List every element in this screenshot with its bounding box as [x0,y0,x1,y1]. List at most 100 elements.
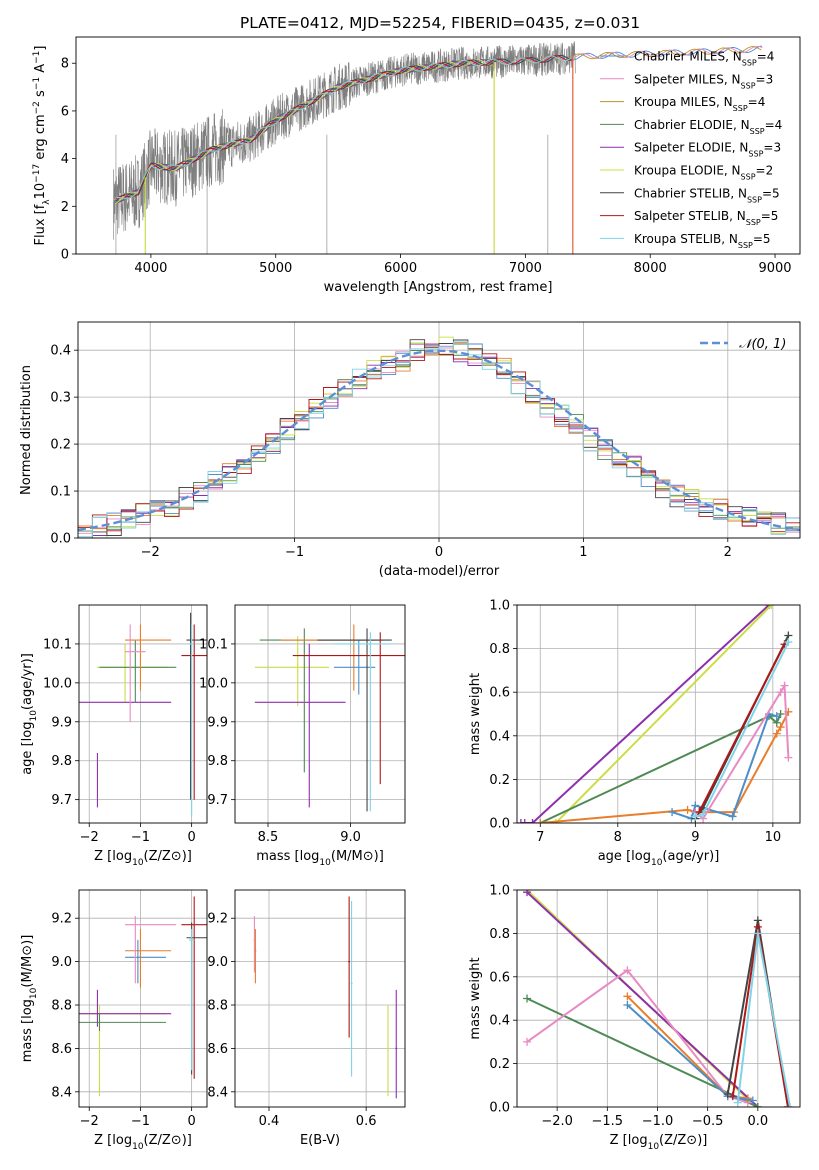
legend-entry: Salpeter ELODIE, NSSP=3 [634,141,781,159]
weight-marker [776,688,785,697]
x-axis-label: E(B-V) [300,1133,340,1148]
y-tick-label: 0.0 [489,817,510,832]
y-tick-label: 0.4 [489,729,510,744]
weight-marker [723,1089,732,1098]
weight-marker [772,729,781,738]
axes-age-vs-mass: 8.5 9.0 9.7 9.8 9.9 10.0 10.1 mass [log10(M/M⊙)… [199,604,406,868]
y-tick-label: 8.4 [207,1085,228,1100]
axes-weight-vs-Z: −2.0 −1.5 −1.0 −0.5 0.0 0.0 0.2 0.4 0.6 0.8 1.0 Z [… [468,884,801,1152]
y-axis-label: mass weight [468,673,483,755]
x-tick-label: 4000 [134,261,167,276]
x-tick-label: 9000 [758,261,791,276]
legend-entry: Chabrier MILES, NSSP=4 [634,50,774,68]
y-tick-label: 0.6 [489,686,510,701]
weight-marker [733,1098,742,1107]
y-tick-label: 0.3 [50,391,71,406]
y-tick-label: 8.6 [51,1042,72,1057]
y-tick-label: 9.8 [51,754,72,769]
weight-marker [691,812,700,821]
legend-entry: Salpeter MILES, NSSP=3 [634,72,773,90]
y-tick-label: 0.2 [50,438,71,453]
axes-frame [234,889,406,1108]
y-tick-label: 1.0 [489,599,510,614]
x-tick-label: −1 [131,830,150,845]
x-axis-label: mass [log10(M/M⊙)] [256,849,384,868]
y-tick-label: 4 [61,152,69,167]
y-axis-label: mass weight [468,957,483,1039]
y-tick-label: 8.8 [207,999,228,1014]
model-line [115,59,493,204]
axes-age-vs-Z: −2 −1 0 9.7 9.8 9.9 10.0 10.1 Z [log10(Z/Z⊙)] age… [20,604,208,868]
weight-marker [523,994,532,1003]
axes-frame [516,889,801,1108]
weight-marker [517,819,525,823]
y-tick-label: 9.0 [207,955,228,970]
x-tick-label: 0 [187,1114,195,1129]
x-tick-label: −2 [80,1114,99,1129]
x-tick-label: −2 [141,545,160,560]
x-tick-label: 0.4 [259,1114,280,1129]
plot-area [254,624,405,812]
model-line [116,55,573,200]
weight-marker [528,819,537,823]
legend-entry: Kroupa MILES, NSSP=4 [634,95,765,113]
y-axis-label: mass [log10(M/M⊙)] [20,935,39,1063]
weight-marker [748,1096,757,1105]
x-tick-label: −1.5 [592,1114,624,1129]
y-tick-label: 0 [61,248,69,263]
x-tick-label: −1 [285,545,304,560]
weight-marker [728,812,737,821]
y-tick-label: 9.9 [51,715,72,730]
weight-marker [753,1103,762,1107]
y-tick-label: 0.0 [489,1101,510,1116]
x-tick-label: −2 [80,830,99,845]
x-tick-label: 7000 [509,261,542,276]
y-tick-label: 0.4 [50,344,71,359]
x-axis-label: Z [log10(Z/Z⊙)] [610,1133,708,1152]
weight-marker [536,819,545,823]
y-axis-label: age [log10(age/yr)] [20,653,39,775]
weight-line [555,605,773,823]
x-tick-label: 2 [724,545,732,560]
weight-marker [772,712,781,721]
model-line [114,59,495,204]
weight-line [698,643,786,813]
x-axis-label: Z [log10(Z/Z⊙)] [94,1133,192,1152]
x-axis-label: Z [log10(Z/Z⊙)] [94,849,192,868]
legend-entry: Chabrier ELODIE, NSSP=4 [634,118,782,136]
plot-area [517,605,793,823]
weight-marker [784,638,793,647]
normal-curve [78,349,800,531]
x-axis-label: wavelength [Angstrom, rest frame] [324,280,553,295]
legend-entry: Salpeter STELIB, NSSP=5 [634,209,778,227]
weight-marker [623,992,632,1001]
weight-marker [623,1001,632,1010]
histogram-step [78,341,800,538]
x-tick-label: 9.0 [340,830,361,845]
axes-frame [78,889,208,1108]
weight-marker [753,929,762,938]
x-axis-label: (data-model)/error [379,564,500,579]
y-tick-label: 6 [61,104,69,119]
x-tick-label: 10 [765,830,782,845]
y-axis-label: Flux [fλ10−17 erg cm−2 s−1 A−1] [32,46,52,246]
y-tick-label: 0.8 [489,927,510,942]
weight-line [526,891,759,1107]
y-tick-label: 0.2 [489,1057,510,1072]
weight-marker [784,753,793,762]
weight-marker [767,605,776,609]
y-tick-label: 10.1 [199,637,228,652]
y-tick-label: 10.0 [199,676,228,691]
weight-marker [683,805,692,814]
y-tick-label: 2 [61,200,69,215]
y-tick-label: 9.2 [207,912,228,927]
x-tick-label: 0.6 [356,1114,377,1129]
x-tick-label: −2.0 [541,1114,573,1129]
weight-marker [623,966,632,975]
y-tick-label: 9.9 [207,715,228,730]
x-tick-label: −1.0 [642,1114,674,1129]
axes-frame [234,604,406,824]
y-tick-label: 1.0 [489,884,510,899]
y-tick-label: 10.1 [43,637,72,652]
